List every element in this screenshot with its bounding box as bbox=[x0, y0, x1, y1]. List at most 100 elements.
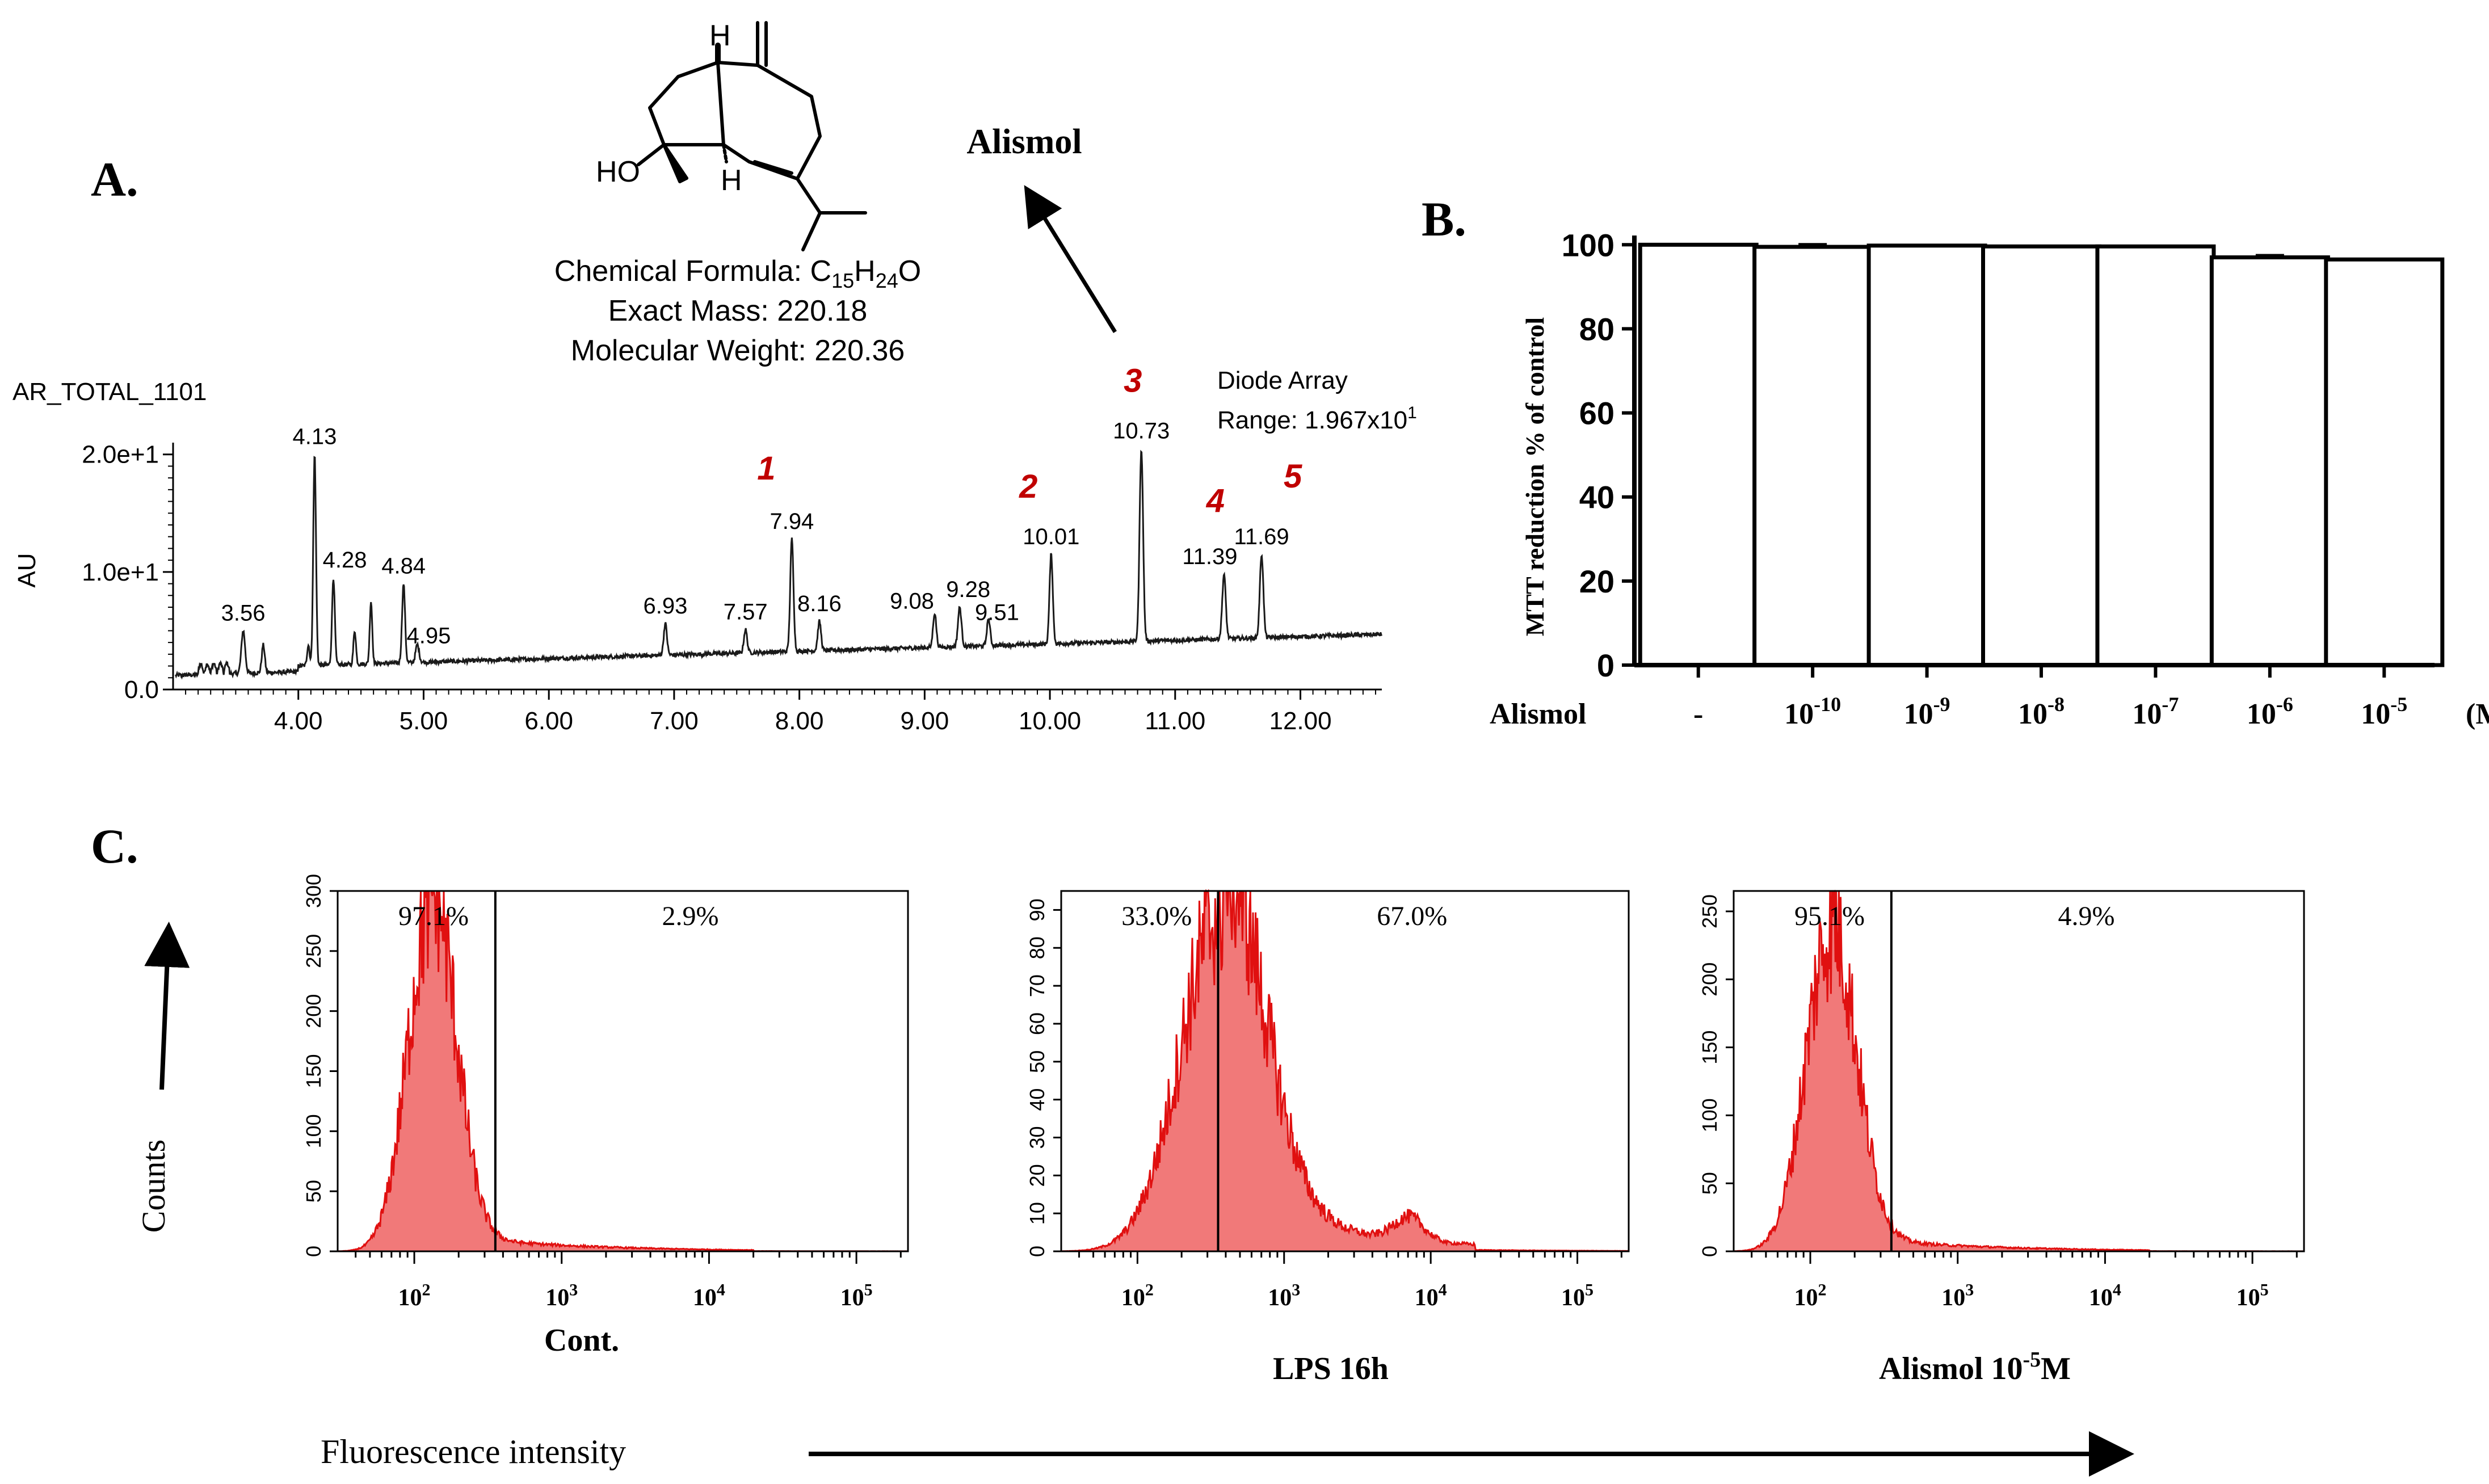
formula-h: H bbox=[854, 255, 876, 288]
flow-x-tick-label-base: 10 bbox=[2089, 1285, 2113, 1311]
mtt-x-tick-label-exp: -5 bbox=[2390, 693, 2407, 716]
flow-y-tick-label: 20 bbox=[1025, 1164, 1049, 1187]
histogram-frame bbox=[1733, 890, 2305, 1252]
peak-rt-label: 3.56 bbox=[221, 600, 266, 625]
fluorescence-histogram bbox=[1060, 889, 1630, 1252]
peak-rt-label: 7.94 bbox=[770, 509, 814, 534]
mtt-bar bbox=[1638, 242, 1759, 667]
chromatogram-x-tick-label: 12.00 bbox=[1269, 707, 1331, 735]
flow-y-tick-label: 300 bbox=[302, 874, 325, 908]
flow-x-tick-label-base: 10 bbox=[1941, 1285, 1965, 1311]
mtt-x-tick-label-base: - bbox=[1693, 698, 1703, 730]
mtt-bar bbox=[2095, 244, 2216, 667]
peak-rt-label: 10.73 bbox=[1113, 418, 1170, 443]
mtt-x-tick-label-base: 10 bbox=[2247, 698, 2276, 730]
flow-x-tick-label: 103 bbox=[1941, 1280, 1974, 1311]
peak-rt-label: 11.39 bbox=[1182, 544, 1237, 569]
alismol-structure bbox=[637, 21, 867, 251]
exact-mass: Exact Mass: 220.18 bbox=[608, 295, 868, 327]
flow-x-tick-label: 104 bbox=[693, 1280, 725, 1311]
mtt-bar-chart: MTT reduction % of control -10-10 10-9 10-… bbox=[1490, 227, 2489, 730]
flow-y-tick-label: 0 bbox=[302, 1246, 325, 1257]
flow-x-tick-label-exp: 4 bbox=[1439, 1280, 1447, 1299]
flow-y-tick-label: 10 bbox=[1025, 1202, 1049, 1225]
flow-x-tick-label-base: 10 bbox=[693, 1285, 717, 1311]
counts-arrow bbox=[144, 922, 190, 1090]
mtt-x-tick-label-exp: -10 bbox=[1814, 693, 1841, 716]
panel-label-b: B. bbox=[1422, 192, 1466, 246]
chromatogram-ticks: 4.00 5.00 6.00 7.00 8.00 9.00 10.00 11.00 12.00 0… bbox=[82, 441, 1376, 735]
peak-rt-label: 4.84 bbox=[381, 554, 426, 579]
flow-x-tick-label-exp: 2 bbox=[1818, 1280, 1827, 1299]
flow-panel-name-base: LPS 16h bbox=[1273, 1351, 1389, 1386]
panel-label-c: C. bbox=[91, 819, 138, 873]
flow-x-tick-label-base: 10 bbox=[545, 1285, 569, 1311]
flow-y-tick-label: 60 bbox=[1025, 1012, 1049, 1035]
flow-x-tick-label: 104 bbox=[2089, 1280, 2121, 1311]
flow-x-tick-label-base: 10 bbox=[1121, 1285, 1145, 1311]
mtt-bar bbox=[1981, 244, 2101, 667]
fluorescence-histogram bbox=[1733, 889, 2305, 1252]
chromatogram-trace bbox=[174, 449, 1383, 680]
peak-marker: 4 bbox=[1206, 482, 1225, 519]
mtt-x-tick-label-exp: -6 bbox=[2276, 693, 2293, 716]
mtt-y-label: MTT reduction % of control bbox=[1520, 317, 1549, 636]
flow-y-tick-label: 250 bbox=[1698, 894, 1721, 928]
h-label-top: H bbox=[709, 19, 731, 52]
mtt-bar bbox=[1866, 243, 1987, 667]
flow-y-tick-label: 0 bbox=[1025, 1246, 1049, 1257]
chromatogram-x-tick-label: 11.00 bbox=[1145, 707, 1205, 735]
left-gate-percent: 95.1% bbox=[1794, 901, 1865, 931]
mtt-x-tick-label: 10-9 bbox=[1904, 693, 1950, 730]
flow-y-tick-label: 90 bbox=[1025, 898, 1049, 921]
fluorescence-label: Fluorescence intensity bbox=[321, 1433, 626, 1470]
flow-y-tick-label: 250 bbox=[302, 934, 325, 968]
h-label-bottom: H bbox=[721, 164, 742, 197]
double-bond bbox=[753, 160, 793, 175]
chromatogram-y-tick-label: 0.0 bbox=[124, 676, 159, 704]
peak-rt-label: 9.08 bbox=[890, 588, 934, 613]
flow-panel-name-exp: -5 bbox=[2023, 1348, 2041, 1372]
au-axis-label: AU bbox=[13, 553, 41, 587]
left-gate-percent: 33.0% bbox=[1121, 901, 1192, 931]
peak-rt-label: 4.95 bbox=[406, 623, 451, 648]
chromatogram-axes bbox=[172, 443, 1382, 691]
mtt-x-tick-label: 10-6 bbox=[2247, 693, 2293, 730]
mtt-y-tick-label: 20 bbox=[1579, 564, 1615, 599]
flow-y-tick-label: 150 bbox=[1698, 1031, 1721, 1065]
mtt-x-tick-label-base: 10 bbox=[2018, 698, 2047, 730]
flow-panel-name-base: Cont. bbox=[544, 1323, 619, 1358]
flow-cytometry: Counts Fluorescence intensity 97.1% 2.9% 0… bbox=[135, 874, 2305, 1477]
right-gate-percent: 67.0% bbox=[1377, 901, 1447, 931]
flow-panel-name: Alismol 10-5M bbox=[1879, 1348, 2071, 1386]
five-ring-bonds bbox=[648, 61, 725, 146]
molecular-weight: Molecular Weight: 220.36 bbox=[571, 334, 905, 367]
seven-ring-bonds bbox=[716, 61, 822, 180]
flow-x-tick-label: 102 bbox=[398, 1280, 431, 1311]
flow-x-tick-label-base: 10 bbox=[2236, 1285, 2260, 1311]
isopropyl-bond bbox=[796, 177, 822, 215]
peak-rt-label: 4.28 bbox=[323, 548, 367, 573]
flow-x-tick-label-exp: 3 bbox=[1965, 1280, 1974, 1299]
mtt-y-tick-label: 100 bbox=[1562, 227, 1615, 263]
chromatogram-x-tick-label: 8.00 bbox=[775, 707, 824, 735]
flow-y-tick-label: 0 bbox=[1698, 1246, 1721, 1257]
flow-y-tick-label: 70 bbox=[1025, 974, 1049, 997]
chromatogram-x-tick-label: 4.00 bbox=[274, 707, 323, 735]
left-gate-percent: 97.1% bbox=[398, 901, 469, 931]
range-exponent: 1 bbox=[1407, 403, 1417, 422]
flow-x-tick-label: 103 bbox=[545, 1280, 578, 1311]
flow-panel-name-suffix: M bbox=[2041, 1351, 2071, 1386]
isopropyl-methyl-1 bbox=[801, 211, 822, 251]
flow-x-tick-label-base: 10 bbox=[1268, 1285, 1292, 1311]
peak-rt-label: 9.28 bbox=[946, 577, 990, 602]
flow-x-tick-label: 104 bbox=[1415, 1280, 1447, 1311]
flow-y-tick-label: 200 bbox=[1698, 962, 1721, 997]
flow-x-tick-label-exp: 2 bbox=[422, 1280, 431, 1299]
flow-x-tick-label: 102 bbox=[1794, 1280, 1827, 1311]
chromatogram-x-tick-label: 7.00 bbox=[650, 707, 699, 735]
flow-x-tick-label: 105 bbox=[2236, 1280, 2269, 1311]
